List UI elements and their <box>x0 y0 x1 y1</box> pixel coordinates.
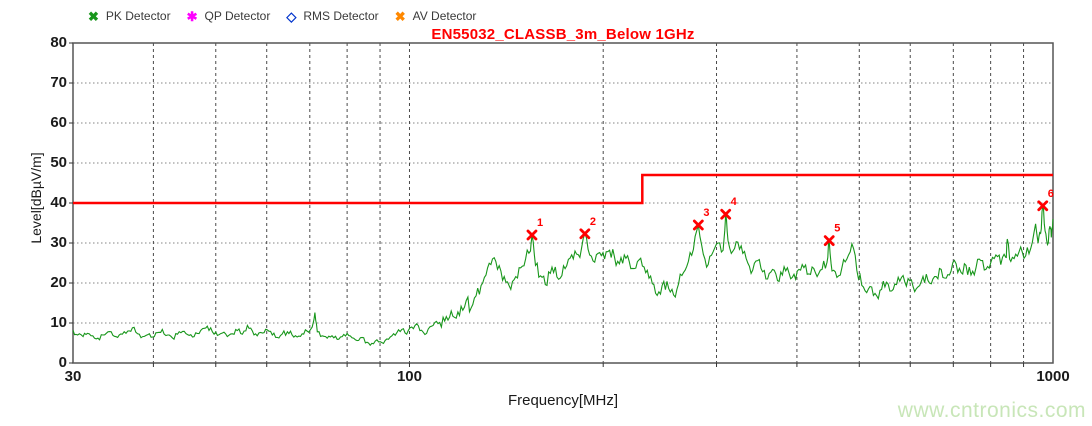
peak-marker: 4 <box>720 196 738 220</box>
y-tick-label: 20 <box>50 274 67 291</box>
legend-label: AV Detector <box>412 9 477 23</box>
peak-marker: 6 <box>1037 188 1054 212</box>
y-tick-label: 70 <box>50 74 67 91</box>
peak-marker-number: 4 <box>731 196 738 208</box>
peak-marker: 1 <box>526 217 543 241</box>
peak-marker-x-icon <box>579 228 591 240</box>
peak-marker: 2 <box>579 216 596 240</box>
x-tick-label: 1000 <box>1036 368 1070 385</box>
legend-label: RMS Detector <box>303 9 379 23</box>
peak-marker-number: 2 <box>590 216 596 228</box>
x-tick-label: 30 <box>64 368 82 385</box>
legend-label: PK Detector <box>105 9 171 23</box>
peak-marker-x-icon <box>526 229 538 241</box>
peak-marker-number: 5 <box>834 223 840 235</box>
x-tick-label: 100 <box>396 368 422 385</box>
legend-item-pk-detector: ✖ PK Detector <box>88 9 171 23</box>
peak-marker: 3 <box>692 207 709 231</box>
peak-marker-x-icon <box>720 208 732 220</box>
y-tick-label: 30 <box>50 234 67 251</box>
y-tick-label: 50 <box>50 154 67 171</box>
legend-item-av-detector: ✖ AV Detector <box>395 9 477 23</box>
peak-marker-number: 3 <box>703 207 709 219</box>
peak-marker-number: 6 <box>1048 188 1054 200</box>
legend-item-qp-detector: ✱ QP Detector <box>187 9 271 23</box>
y-tick-label: 0 <box>58 354 67 371</box>
y-tick-label: 60 <box>50 114 67 131</box>
y-tick-label: 80 <box>50 34 67 51</box>
peak-marker-number: 1 <box>537 217 543 229</box>
legend-item-rms-detector: ◇ RMS Detector <box>286 9 378 23</box>
diamond-marker-icon: ◇ <box>286 8 297 24</box>
limit-line <box>73 173 1053 205</box>
peak-marker: 5 <box>823 223 840 246</box>
y-tick-label: 10 <box>50 314 67 331</box>
chart-title: EN55032_CLASSB_3m_Below 1GHz <box>431 26 695 43</box>
watermark: www.cntronics.com <box>897 399 1086 422</box>
peak-marker-x-icon <box>1037 200 1049 212</box>
pk-detector-trace <box>72 205 1054 347</box>
y-tick-label: 40 <box>50 194 67 211</box>
peak-marker-x-icon <box>823 235 835 246</box>
asterisk-marker-icon: ✱ <box>186 8 198 24</box>
peak-marker-x-icon <box>692 219 704 231</box>
legend-label: QP Detector <box>204 9 271 23</box>
x-axis-title: Frequency[MHz] <box>507 392 619 409</box>
x-marker-icon: ✖ <box>88 8 99 24</box>
x-marker-icon: ✖ <box>394 8 406 24</box>
chart-legend: ✖ PK Detector ✱ QP Detector ◇ RMS Detector ✖ AV… <box>88 9 476 23</box>
